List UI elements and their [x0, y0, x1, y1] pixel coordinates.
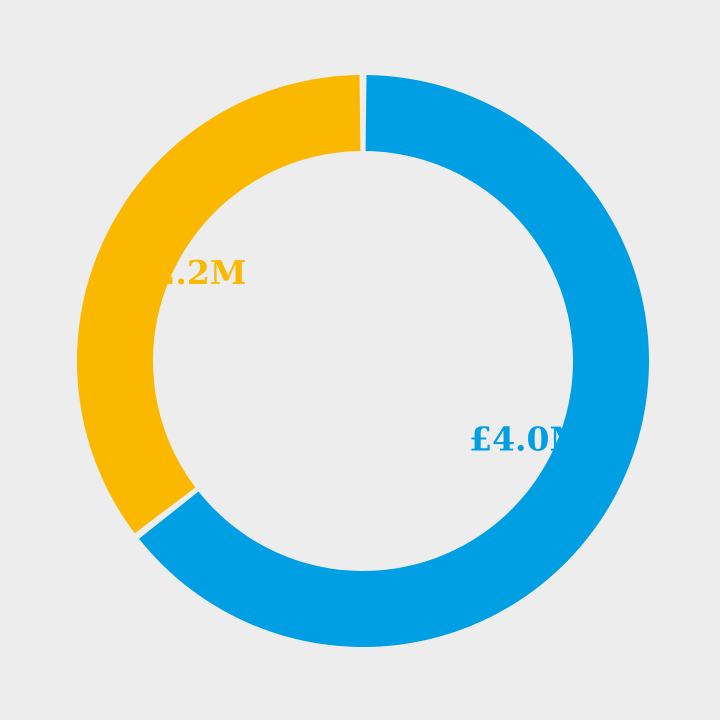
donut-slice-0: [138, 75, 650, 648]
slice-labels: £4.0M £2.2M: [129, 253, 586, 459]
slice-label-1: £2.2M: [129, 253, 246, 292]
donut-slices: [76, 75, 650, 648]
donut-slice-1: [76, 75, 361, 534]
slice-label-0: £4.0M: [469, 420, 586, 459]
